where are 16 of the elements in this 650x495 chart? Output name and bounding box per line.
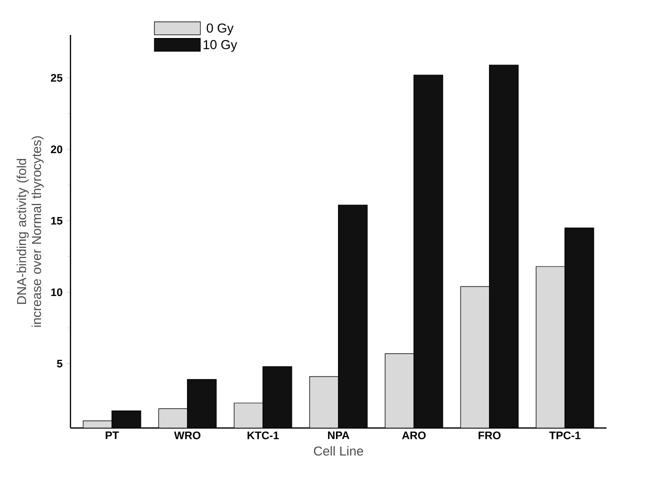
y-tick-label: 5	[56, 360, 62, 368]
x-tick-label: PT	[106, 432, 119, 440]
y-tick-label: 15	[51, 216, 62, 225]
x-tick-label: ARO	[402, 432, 426, 440]
x-tick-label: NPA	[328, 432, 350, 440]
y-axis-title: DNA-binding activity (fold increase over Normal thyrocytes)	[16, 136, 44, 327]
y-tick-label: 10	[51, 288, 62, 296]
x-axis-title: Cell Line	[314, 446, 364, 456]
x-tick-label: WRO	[174, 432, 200, 440]
legend-label: 10 Gy	[204, 40, 238, 52]
legend-label: 0 Gy	[206, 23, 234, 36]
x-tick-label: KTC-1	[248, 432, 279, 440]
y-tick-label: 20	[50, 145, 62, 154]
x-tick-label: FRO	[478, 432, 501, 440]
y-tick-label: 25	[50, 74, 62, 82]
x-tick-label: TPC-1	[549, 432, 580, 440]
